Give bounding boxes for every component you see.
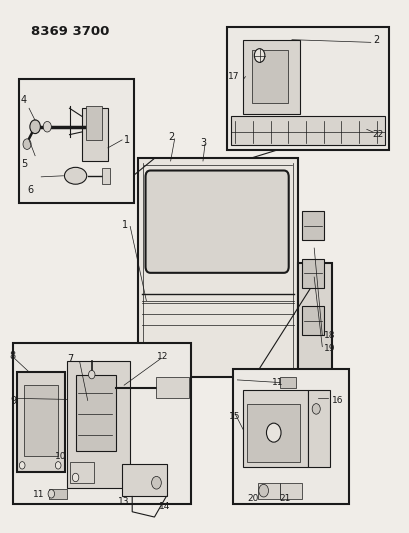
Bar (279, 483, 301, 498)
Text: 21: 21 (279, 494, 290, 503)
Text: 2: 2 (372, 35, 378, 45)
Circle shape (266, 423, 280, 442)
Text: 2: 2 (168, 132, 174, 142)
Circle shape (23, 139, 31, 149)
Bar (122, 464, 166, 496)
Text: 3: 3 (200, 138, 206, 148)
Bar (138, 158, 297, 377)
Circle shape (254, 49, 264, 62)
Text: 4: 4 (21, 95, 27, 106)
Bar (279, 377, 295, 388)
Circle shape (48, 490, 54, 498)
Text: 20: 20 (247, 494, 258, 503)
Bar (233, 369, 348, 504)
Circle shape (311, 403, 319, 414)
Text: 11: 11 (33, 490, 45, 499)
Text: 7: 7 (67, 354, 74, 364)
Bar (301, 259, 324, 288)
Bar (243, 39, 299, 114)
Bar (243, 391, 308, 467)
Text: 15: 15 (229, 413, 240, 421)
Text: 9: 9 (11, 396, 17, 406)
Circle shape (19, 462, 25, 469)
Text: 8369 3700: 8369 3700 (31, 25, 109, 38)
Bar (251, 50, 287, 103)
Bar (67, 361, 130, 488)
Circle shape (72, 473, 79, 482)
Text: 8: 8 (10, 351, 16, 361)
Text: 22: 22 (372, 130, 383, 139)
Circle shape (88, 370, 95, 379)
Text: 6: 6 (27, 185, 33, 195)
Circle shape (258, 484, 268, 497)
Text: 19: 19 (324, 344, 335, 353)
Bar (156, 377, 189, 398)
Bar (308, 391, 330, 467)
Bar (19, 79, 134, 203)
Text: 18: 18 (324, 330, 335, 340)
Bar (75, 375, 116, 451)
Bar (49, 489, 67, 498)
Text: 5: 5 (21, 159, 27, 168)
Text: 13: 13 (118, 497, 129, 506)
Bar (297, 263, 332, 372)
Bar (17, 372, 65, 472)
Text: 11: 11 (271, 378, 283, 387)
FancyBboxPatch shape (145, 171, 288, 273)
Bar (70, 462, 94, 483)
Bar (24, 385, 58, 456)
Text: 12: 12 (156, 352, 167, 361)
Bar (257, 483, 279, 498)
Circle shape (151, 477, 161, 489)
Bar (301, 211, 324, 240)
Bar (227, 27, 388, 150)
Bar (247, 403, 299, 462)
Text: 14: 14 (158, 502, 169, 511)
Text: 17: 17 (227, 72, 239, 81)
Ellipse shape (64, 167, 86, 184)
Bar (13, 343, 190, 504)
Circle shape (30, 120, 40, 134)
Text: 10: 10 (55, 452, 67, 461)
Circle shape (43, 122, 51, 132)
Bar (231, 116, 384, 145)
Bar (81, 108, 108, 161)
Text: 16: 16 (332, 397, 343, 406)
Bar (301, 306, 324, 335)
Circle shape (55, 462, 61, 469)
Text: 1: 1 (124, 135, 130, 145)
Text: 1: 1 (122, 220, 128, 230)
Bar (101, 168, 110, 184)
Bar (85, 106, 101, 140)
